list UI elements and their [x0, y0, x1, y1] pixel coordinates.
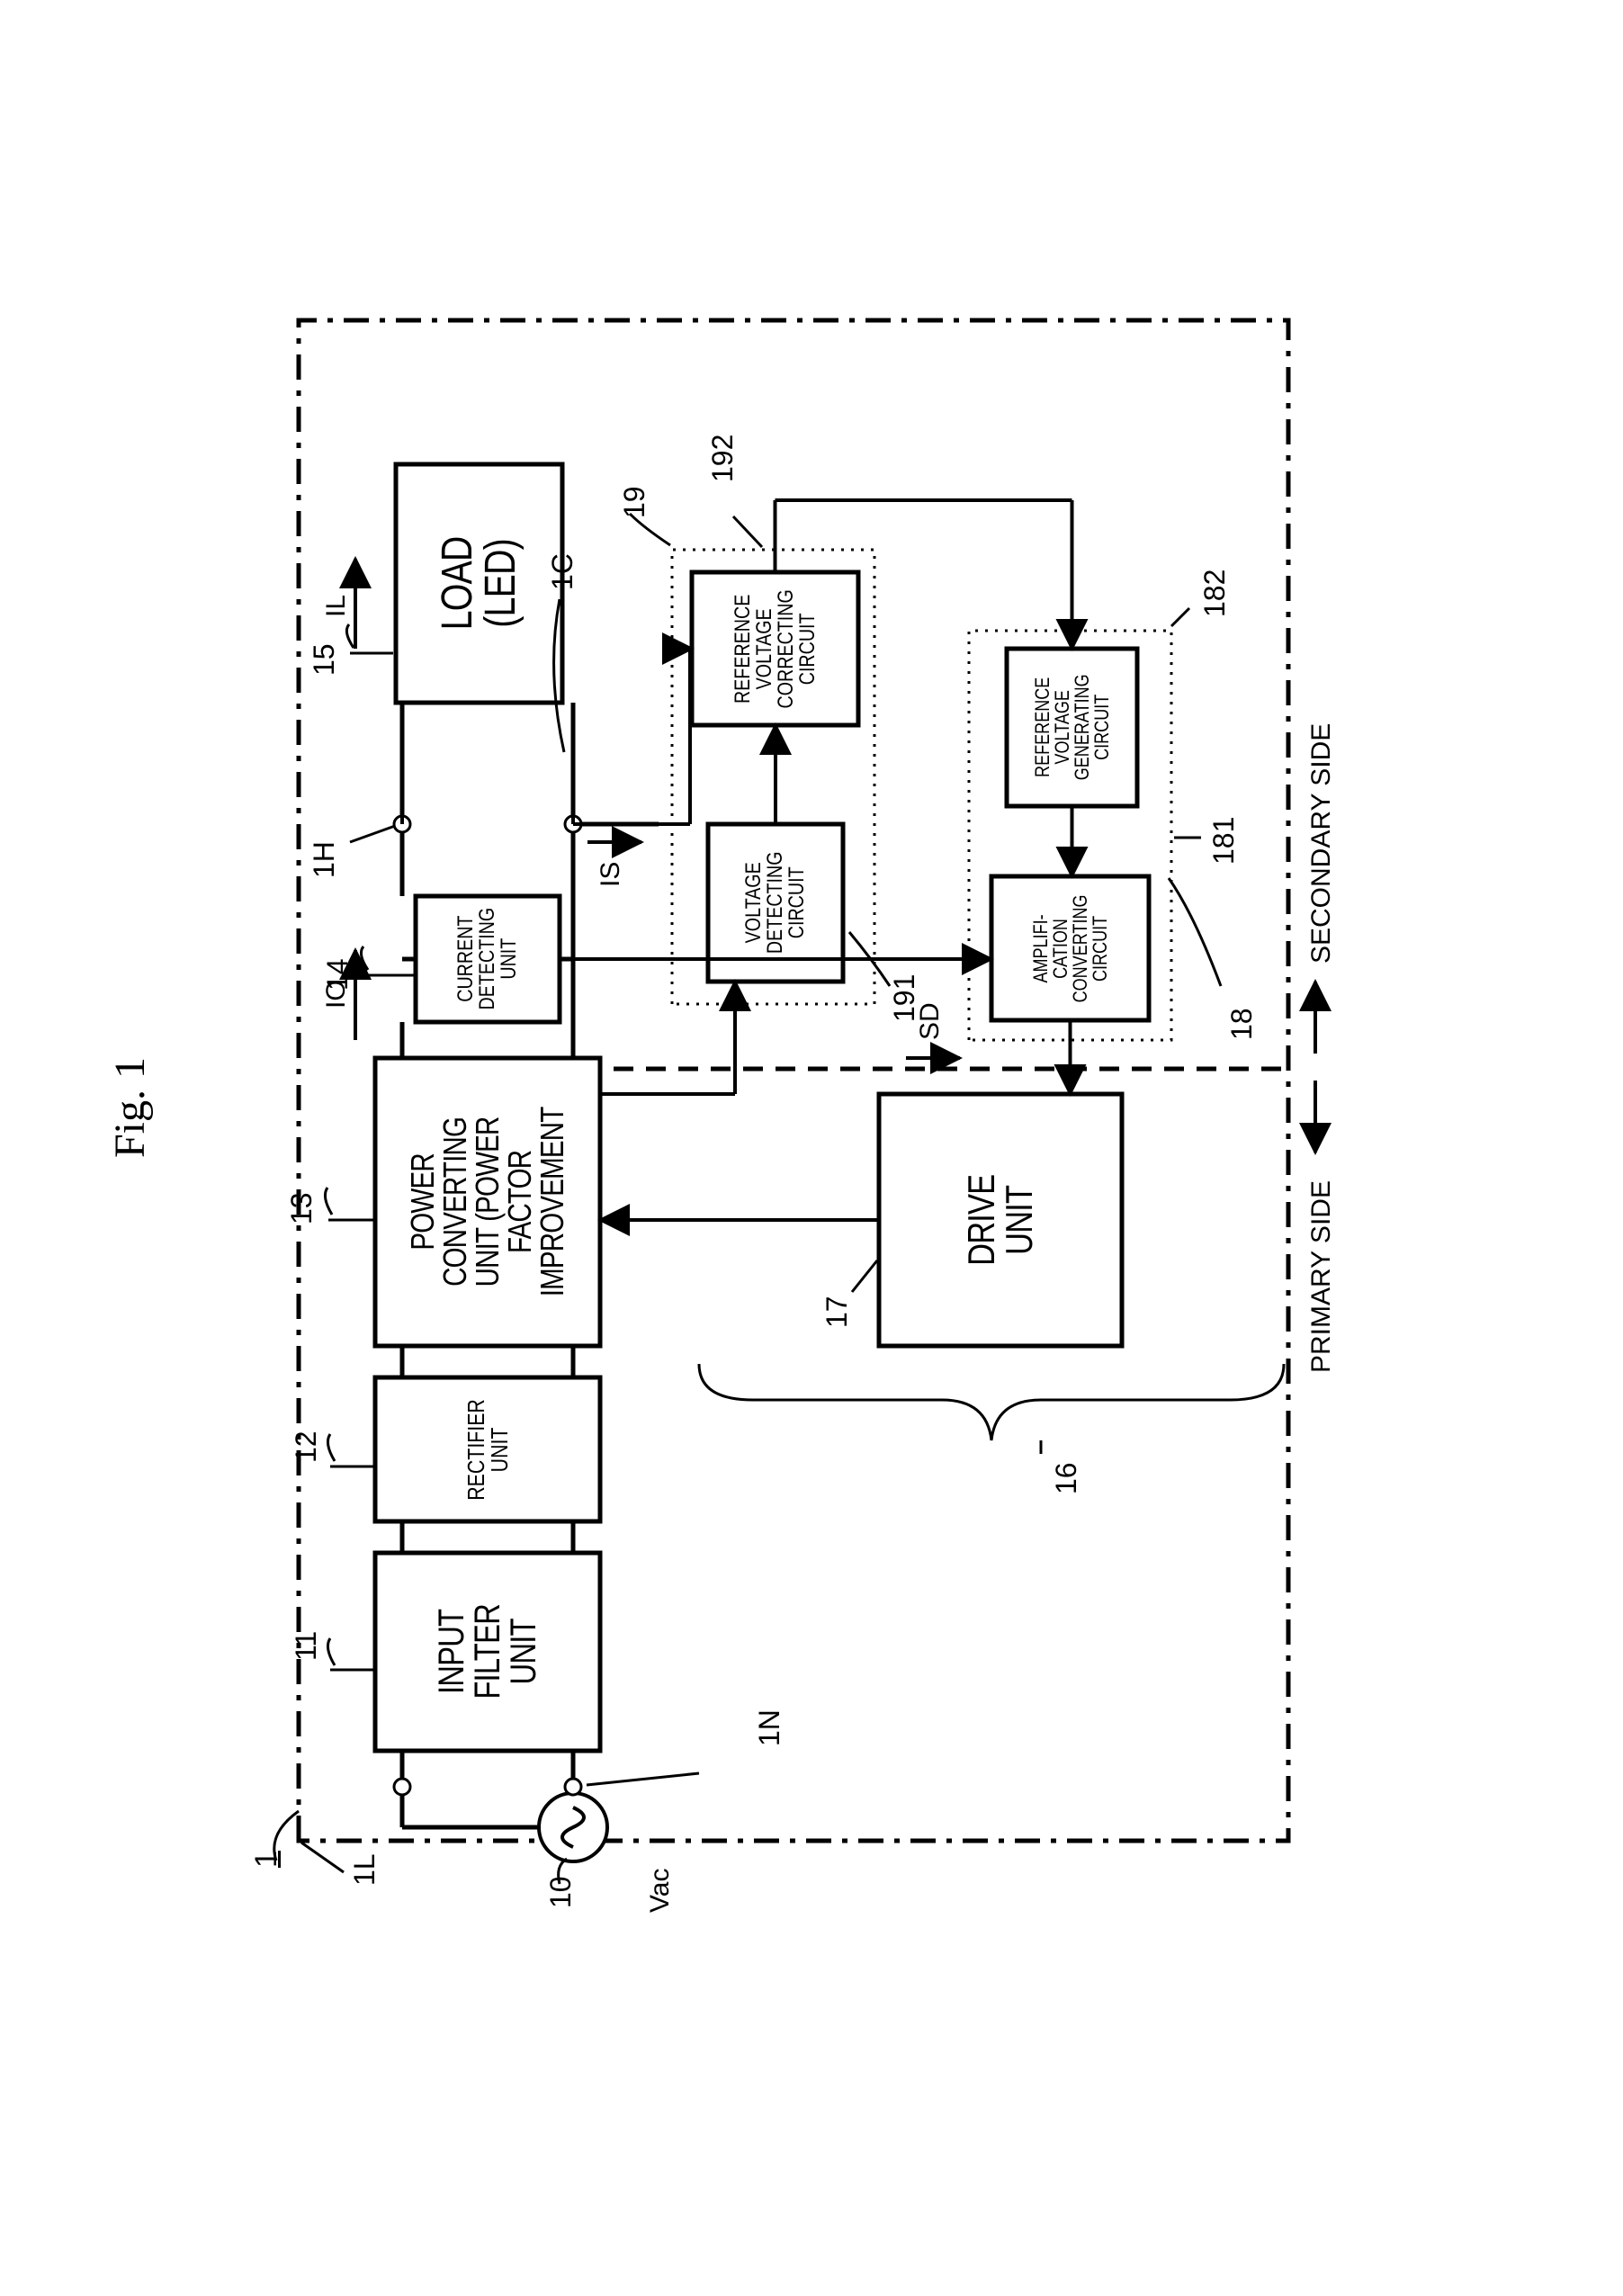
ref-1L: 1L: [348, 1853, 381, 1886]
label-drive: DRIVE UNIT: [879, 1094, 1122, 1346]
ref-16: 16: [1050, 1462, 1083, 1494]
ref-182: 182: [1198, 570, 1232, 617]
ref-181: 181: [1207, 817, 1241, 865]
ref-15: 15: [308, 643, 341, 676]
label-load: LOAD (LED): [396, 464, 562, 703]
ref-1C: 1C: [546, 553, 579, 590]
brace-16: [699, 1364, 1284, 1440]
label-amp-conv: AMPLIFI- CATION CONVERTING CIRCUIT: [991, 876, 1149, 1020]
label-is: IS: [596, 862, 626, 887]
ref-Vac: Vac: [645, 1869, 676, 1913]
label-primary-side: PRIMARY SIDE: [1306, 1180, 1337, 1373]
label-current-det: CURRENT DETECTING UNIT: [416, 896, 560, 1022]
ref-11: 11: [290, 1631, 323, 1661]
label-input-filter: INPUT FILTER UNIT: [375, 1553, 600, 1751]
label-ref-gen: REFERENCE VOLTAGE GENERATING CIRCUIT: [1007, 649, 1137, 806]
ref-12: 12: [290, 1431, 323, 1463]
label-rectifier: RECTIFIER UNIT: [375, 1377, 600, 1521]
diagram-svg: [141, 275, 1347, 1940]
diagram-container: Fig. 1: [141, 275, 1329, 1940]
ref-1H: 1H: [308, 841, 341, 878]
page: Fig. 1: [0, 0, 1623, 2296]
label-volt-det: VOLTAGE DETECTING CIRCUIT: [708, 824, 843, 982]
ref-19: 19: [618, 486, 651, 518]
ref-13: 13: [285, 1192, 318, 1224]
ref-191: 191: [888, 974, 921, 1022]
label-ref-corr: REFERENCE VOLTAGE CORRECTING CIRCUIT: [692, 572, 858, 725]
ref-10: 10: [544, 1876, 578, 1908]
ref-1N: 1N: [753, 1709, 786, 1746]
label-secondary-side: SECONDARY SIDE: [1306, 723, 1337, 964]
ref-192: 192: [706, 435, 740, 482]
ref-14: 14: [321, 958, 354, 991]
ref-1: 1: [249, 1851, 284, 1868]
ref-18: 18: [1225, 1008, 1259, 1040]
ref-17: 17: [820, 1296, 854, 1328]
label-power-conv: POWER CONVERTING UNIT (POWER FACTOR IMPR…: [375, 1058, 600, 1346]
label-il: IL: [321, 595, 352, 617]
ac-source-symbol: [539, 1793, 607, 1861]
